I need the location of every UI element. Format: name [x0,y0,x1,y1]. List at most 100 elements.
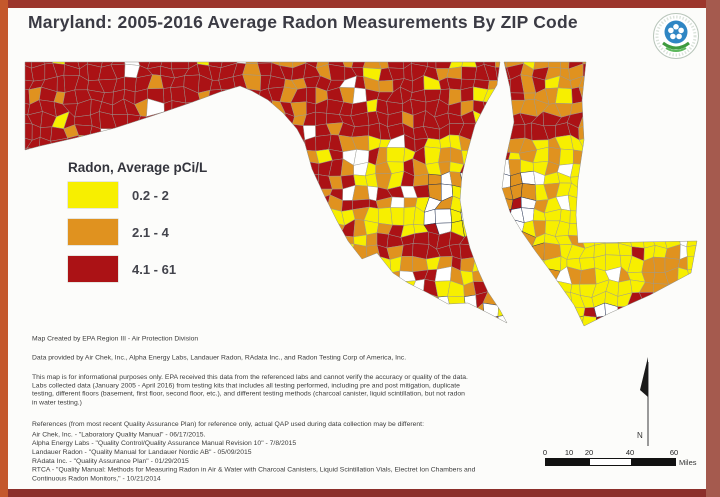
zip-cell [25,182,32,202]
zip-cell [485,343,500,354]
zip-cell [29,197,44,214]
zip-cell [342,279,356,297]
zip-cell [26,268,46,282]
zip-cell [554,291,573,308]
zip-cell [114,315,129,326]
zip-cell [593,151,608,162]
zip-cell [291,208,308,225]
zip-cell [508,152,521,160]
zip-cell [183,125,202,140]
zip-cell [617,329,631,343]
reference-item: Alpha Energy Labs - "Quality Control/Qua… [32,439,297,448]
zip-cell [486,280,501,295]
zip-cell [533,62,550,70]
zip-cell [677,138,694,153]
zip-cell [234,123,248,138]
zip-cell [314,111,327,126]
zip-cell [412,231,430,245]
zip-cell [580,62,595,65]
zip-cell [641,329,658,340]
zip-cell [111,139,129,153]
zip-cell [207,124,224,140]
zip-cell [328,63,346,81]
zip-cell [644,86,656,105]
zip-cell [427,330,442,341]
zip-cell [196,62,210,66]
zip-cell [638,62,657,82]
reference-item: Air Chek, Inc. - "Laboratory Quality Man… [32,431,206,439]
zip-cell [699,200,712,213]
zip-cell [293,255,308,274]
zip-cell [506,255,522,274]
zip-cell [127,114,141,128]
scale-tick-label: 10 [564,448,574,457]
zip-cell [496,151,511,161]
zip-cell [495,124,511,141]
zip-cell [304,339,322,352]
zip-cell [278,221,292,237]
zip-cell [279,255,297,272]
zip-cell [38,266,56,281]
zip-cell [27,305,46,322]
zip-cell [315,244,332,258]
zip-cell [461,187,474,200]
zip-cell [328,305,345,318]
zip-cell [482,244,500,262]
zip-cell [218,184,237,199]
zip-cell [318,290,334,307]
zip-cell [255,302,274,318]
zip-cell [242,199,261,210]
legend-row-mid: 2.1 - 4 [68,219,207,245]
zip-cell [206,98,225,116]
scale-bar: 0 10 20 40 60 Miles [543,448,715,472]
zip-cell [194,305,212,319]
zip-cell [675,158,693,177]
zip-cell [688,125,697,139]
zip-cell [206,318,224,326]
zip-cell [353,267,370,285]
zip-cell [638,75,656,91]
zip-cell [495,255,509,274]
zip-cell [470,220,487,237]
zip-cell [512,291,525,310]
zip-cell [436,330,453,340]
zip-cell [584,151,594,165]
zip-cell [686,91,697,100]
zip-cell [26,231,43,247]
note-data-providers: Data provided by Air Chek, Inc., Alpha E… [32,354,407,362]
zip-cell [483,207,501,223]
zip-cell [364,339,382,354]
zip-cell [304,328,322,344]
zip-cell [595,328,606,345]
zip-cell [519,303,536,322]
zip-cell [162,146,178,161]
zip-cell [268,182,286,202]
zip-cell [664,306,680,322]
zip-cell [616,62,629,82]
zip-cell [218,254,236,272]
zip-cell [27,293,46,308]
zip-cell [242,279,261,295]
zip-cell [605,342,621,357]
scale-segment [546,459,590,465]
zip-cell [688,138,697,153]
zip-cell [208,218,224,234]
zip-cell [472,185,489,201]
zip-cell [519,327,535,345]
zip-cell [26,147,43,162]
zip-cell [524,122,533,141]
zip-cell [25,87,31,105]
zip-cell [230,184,250,200]
zip-cell [506,270,522,284]
zip-cell [172,127,190,139]
zip-cell [510,279,525,297]
zip-cell [377,207,393,226]
zip-cell [494,62,508,68]
zip-cell [655,332,667,345]
zip-cell [267,230,280,246]
zip-cell [603,62,621,69]
zip-cell [639,218,656,238]
zip-cell [342,303,358,316]
legend: Radon, Average pCi/L 0.2 - 2 2.1 - 4 4.1… [68,160,207,293]
zip-cell [146,293,163,310]
